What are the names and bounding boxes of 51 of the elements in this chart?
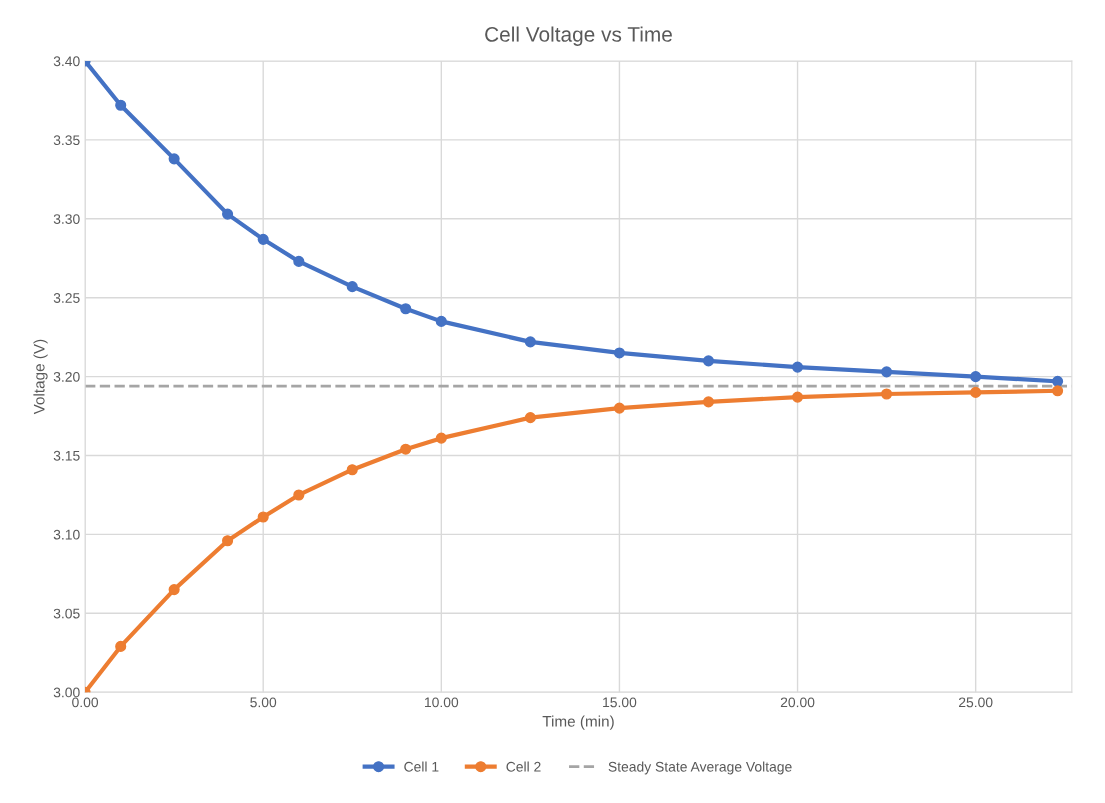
point	[293, 489, 305, 501]
legend-label: Cell 1	[404, 761, 439, 772]
point	[613, 402, 625, 414]
point	[346, 281, 358, 293]
point	[222, 208, 234, 220]
point	[400, 303, 412, 315]
point	[346, 464, 358, 476]
legend-label: Steady State Average Voltage	[608, 761, 792, 775]
y-tick-label: 3.25	[53, 293, 80, 303]
legend-label: Cell 2	[506, 761, 541, 772]
point	[400, 443, 412, 455]
y-tick-label: 3.05	[53, 608, 80, 619]
x-axis-title: Time (min)	[542, 715, 614, 730]
point	[524, 412, 536, 424]
y-tick-label: 3.15	[53, 450, 80, 461]
x-tick-label: 25.00	[958, 697, 993, 708]
y-tick-label: 3.40	[53, 56, 80, 67]
point	[702, 396, 715, 408]
x-tick-label: 5.00	[250, 697, 277, 708]
y-tick-label: 3.35	[53, 135, 80, 146]
point	[168, 584, 180, 596]
x-tick-label: 10.00	[425, 697, 459, 708]
point	[613, 347, 625, 359]
y-tick-label: 3.00	[53, 687, 80, 698]
point	[524, 336, 536, 348]
point	[435, 432, 447, 444]
x-tick-label: 20.00	[780, 697, 815, 708]
chart-title: Cell Voltage vs Time	[485, 26, 672, 46]
point	[791, 391, 804, 403]
point	[1052, 375, 1064, 387]
y-tick-label: 3.20	[53, 371, 80, 382]
x-tick-label: 0.00	[72, 697, 99, 708]
point	[970, 386, 982, 398]
point	[168, 153, 180, 165]
point	[702, 355, 715, 367]
point	[257, 233, 269, 245]
point	[115, 99, 127, 111]
point	[293, 255, 305, 267]
point	[881, 366, 893, 378]
y-tick-label: 3.30	[53, 214, 80, 224]
point	[435, 315, 447, 327]
point	[1052, 385, 1064, 397]
point	[881, 388, 893, 400]
point	[257, 511, 269, 523]
y-axis-title: Voltage (V)	[33, 339, 48, 415]
y-tick-label: 3.10	[53, 529, 80, 540]
point	[222, 535, 234, 547]
point	[115, 640, 127, 652]
point	[791, 361, 804, 373]
x-tick-label: 15.00	[603, 697, 637, 708]
point	[970, 371, 982, 383]
